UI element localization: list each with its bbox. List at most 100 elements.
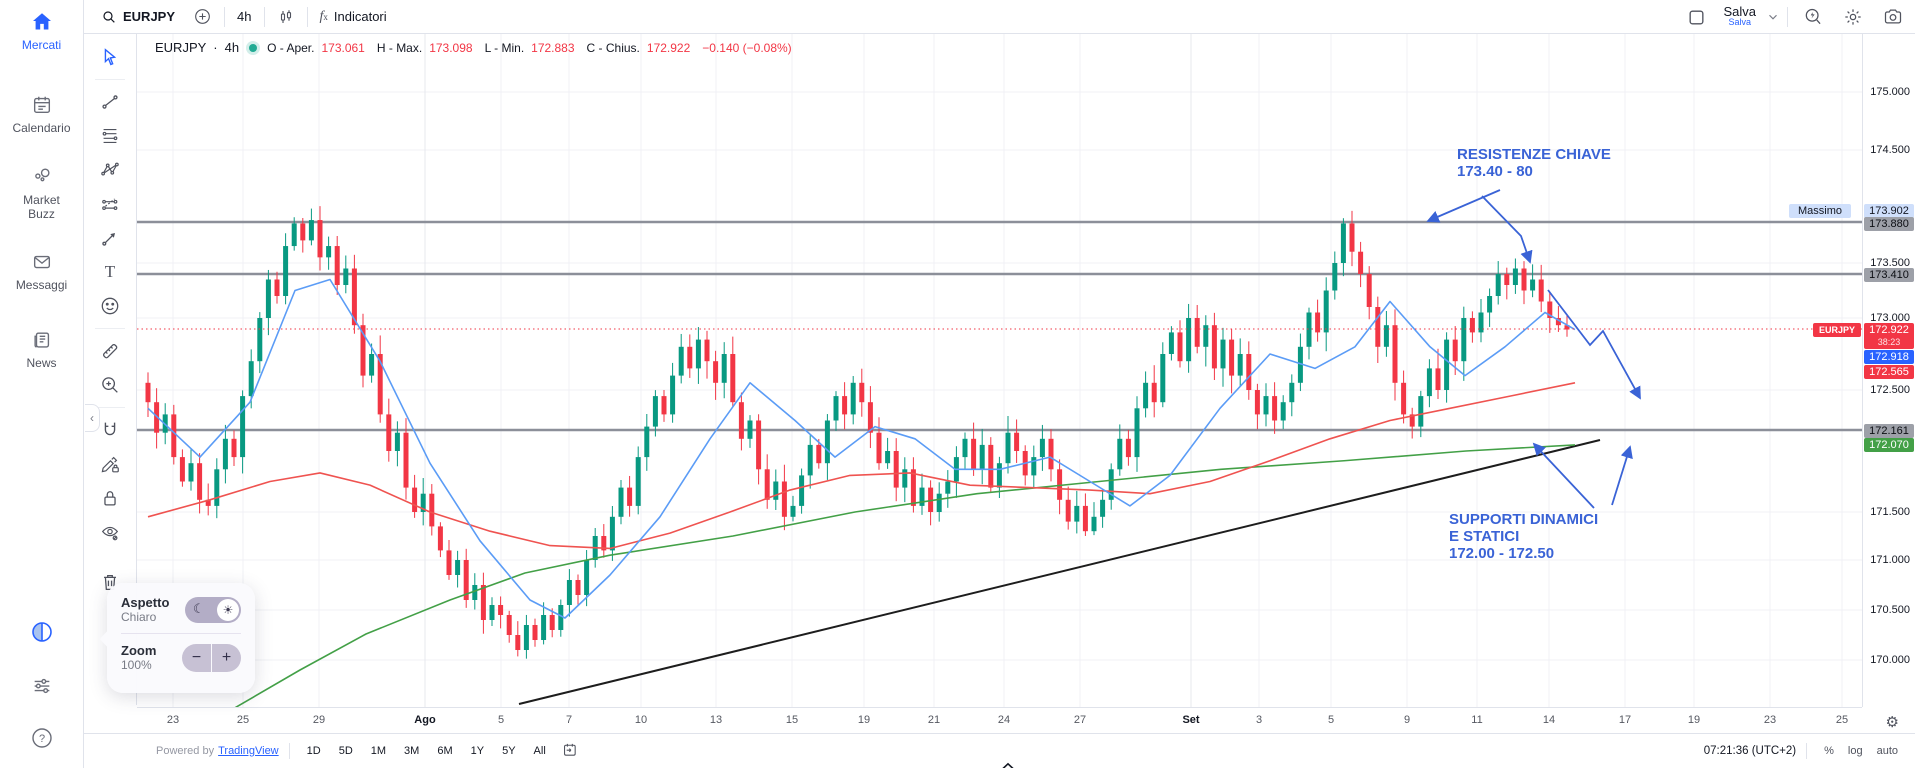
- fib-tool-button[interactable]: [92, 121, 128, 151]
- price-tick-label: 171.000: [1870, 554, 1910, 566]
- compare-add-button[interactable]: [184, 3, 221, 31]
- eye-hide-icon: [101, 526, 119, 541]
- goto-date-button[interactable]: [561, 741, 578, 761]
- trend-line-tool-button[interactable]: [92, 87, 128, 117]
- high-marker-label: Massimo: [1789, 204, 1851, 218]
- price-tick-label: 173.500: [1870, 257, 1910, 269]
- range-button-1m[interactable]: 1M: [370, 745, 387, 757]
- range-button-6m[interactable]: 6M: [437, 745, 453, 757]
- price-axis-badge: 172.565: [1864, 365, 1914, 379]
- save-chevron-icon[interactable]: [1766, 10, 1780, 24]
- legend-close: 172.922: [646, 40, 691, 55]
- chart-canvas[interactable]: [137, 34, 1862, 707]
- snapshot-camera-icon[interactable]: [1875, 7, 1911, 27]
- range-button-1y[interactable]: 1Y: [470, 745, 485, 757]
- toolbar-collapse-tab[interactable]: ‹: [85, 404, 100, 432]
- price-axis[interactable]: ⚙ 175.000 174.500 173.500 173.000 172.500 171…: [1862, 34, 1915, 731]
- save-button[interactable]: Salva Salva: [1717, 4, 1762, 28]
- settings-gear-icon[interactable]: [1835, 7, 1871, 27]
- hide-drawings-tool-button[interactable]: [92, 517, 128, 547]
- range-button-5y[interactable]: 5Y: [502, 745, 516, 757]
- preferences-button[interactable]: [0, 674, 83, 698]
- fib-retracement-icon: [102, 128, 118, 144]
- time-tick-label: 13: [709, 714, 723, 726]
- measure-tool-button[interactable]: [92, 336, 128, 366]
- time-axis[interactable]: 23 25 29 Ago 5 7 10 13 15 19 21 24 27 Set 3 5 9 11 14 17 19 2…: [137, 707, 1862, 733]
- price-tick-label: 170.000: [1870, 654, 1910, 666]
- calendar-icon: [30, 93, 54, 117]
- legend-low: 172.883: [531, 40, 575, 55]
- projection-tool-button[interactable]: [92, 189, 128, 219]
- lock-all-tool-button[interactable]: [92, 483, 128, 513]
- time-tick-label: 7: [565, 714, 573, 726]
- help-button[interactable]: ?: [0, 726, 83, 750]
- time-tick-label: 5: [1327, 714, 1335, 726]
- scale-button-percent[interactable]: %: [1824, 745, 1834, 757]
- bubbles-icon: [30, 165, 54, 189]
- svg-text:?: ?: [38, 733, 44, 745]
- time-tick-label: 11: [1471, 714, 1483, 726]
- pattern-tool-button[interactable]: [92, 155, 128, 185]
- range-button-all[interactable]: All: [533, 745, 546, 757]
- magnet-tool-button[interactable]: [92, 415, 128, 445]
- price-axis-badge: 172.918: [1864, 350, 1914, 364]
- bottom-panel-chevron-icon[interactable]: [1000, 758, 1016, 768]
- xabcd-pattern-icon: [101, 162, 119, 176]
- time-tick-label: 24: [997, 714, 1011, 726]
- tradingview-link[interactable]: TradingView: [218, 745, 279, 757]
- question-icon: ?: [30, 726, 54, 750]
- candles-icon: [277, 8, 295, 26]
- chart-style-button[interactable]: [268, 3, 304, 31]
- symbol-search-button[interactable]: EURJPY: [92, 3, 184, 31]
- chart-plot-area[interactable]: [137, 34, 1862, 707]
- legend-high: 173.098: [429, 40, 473, 55]
- sidebar-item-mercati[interactable]: Mercati: [0, 10, 83, 52]
- magnet-icon: [104, 422, 116, 436]
- drawing-mode-tool-button[interactable]: [92, 449, 128, 479]
- zoom-in-tool-button[interactable]: [92, 370, 128, 400]
- range-button-1d[interactable]: 1D: [306, 745, 321, 757]
- time-tick-label: Ago: [414, 714, 436, 726]
- appearance-value: Chiaro: [121, 610, 157, 624]
- range-switcher: 1D 5D 1M 3M 6M 1Y 5Y All: [300, 742, 553, 760]
- cursor-tool-button[interactable]: [92, 42, 128, 72]
- sidebar-item-messaggi[interactable]: Messaggi: [0, 250, 83, 292]
- arrow-marker-tool-button[interactable]: [92, 223, 128, 253]
- sidebar-item-news[interactable]: News: [0, 328, 83, 370]
- pencil-lock-icon: [101, 456, 119, 473]
- price-axis-settings-icon[interactable]: ⚙: [1885, 714, 1899, 731]
- indicators-label: Indicatori: [333, 9, 387, 24]
- zoom-in-button[interactable]: +: [212, 643, 241, 672]
- sidebar-item-label: Market Buzz: [23, 193, 60, 221]
- range-button-5d[interactable]: 5D: [338, 745, 353, 757]
- scale-button-auto[interactable]: auto: [1876, 745, 1898, 757]
- quick-search-icon[interactable]: [1795, 7, 1831, 27]
- interval-button[interactable]: 4h: [228, 3, 260, 31]
- fast-ma: [147, 278, 1576, 619]
- support-annotation: SUPPORTI DINAMICI E STATICI 172.00 - 172…: [1449, 511, 1599, 562]
- zoom-out-button[interactable]: −: [182, 643, 211, 672]
- layout-icon[interactable]: [1680, 8, 1713, 27]
- range-button-3m[interactable]: 3M: [404, 745, 420, 757]
- legend-symbol: EURJPY: [155, 40, 207, 55]
- session-clock[interactable]: 07:21:36 (UTC+2): [1703, 745, 1797, 757]
- mail-icon: [30, 250, 54, 274]
- theme-contrast-button[interactable]: [0, 620, 83, 644]
- theme-toggle[interactable]: ☾ ☀: [185, 596, 241, 623]
- sidebar-item-label: Mercati: [21, 38, 62, 52]
- legend-change: −0.140 (−0.08%): [702, 40, 792, 55]
- save-label: Salva: [1723, 4, 1756, 19]
- time-tick-label: 19: [1687, 714, 1701, 726]
- scale-button-log[interactable]: log: [1847, 745, 1863, 757]
- time-tick-label: 3: [1255, 714, 1263, 726]
- sidebar-item-market-buzz[interactable]: Market Buzz: [0, 165, 83, 221]
- smiley-icon: [101, 297, 119, 315]
- chart-legend[interactable]: EURJPY · 4h O - Aper. 173.061 H - Max. 173…: [155, 40, 792, 55]
- time-tick-label: 19: [857, 714, 871, 726]
- sidebar-item-calendario[interactable]: Calendario: [0, 93, 83, 135]
- time-tick-label: 17: [1618, 714, 1632, 726]
- text-tool-button[interactable]: T: [92, 257, 128, 287]
- emoji-tool-button[interactable]: [92, 291, 128, 321]
